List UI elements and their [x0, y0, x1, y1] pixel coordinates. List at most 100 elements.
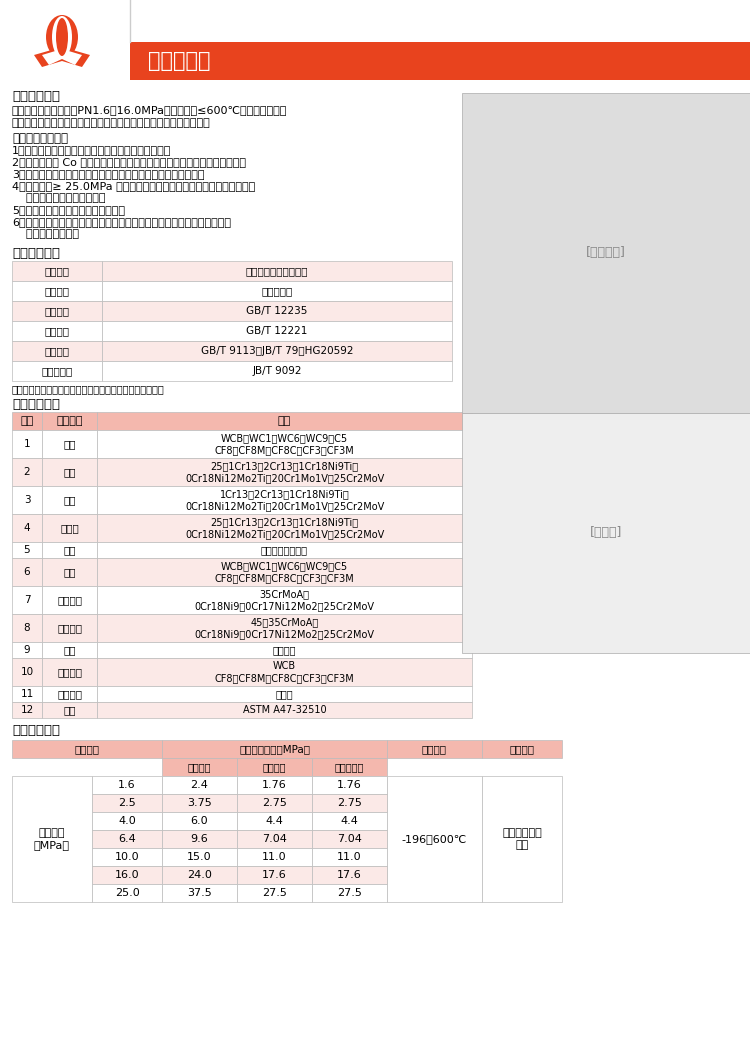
Text: 5: 5 — [24, 545, 30, 555]
Bar — [92, 884, 162, 902]
Bar — [12, 321, 102, 341]
Text: 1: 1 — [24, 439, 30, 448]
Bar — [42, 430, 97, 458]
Text: 阀盖: 阀盖 — [63, 567, 76, 577]
Text: 试验和检验: 试验和检验 — [41, 366, 73, 375]
Text: 6、零件材质及法兰、对焊端尺寸可根据实际工况或用户要求合理选配，满: 6、零件材质及法兰、对焊端尺寸可根据实际工况或用户要求合理选配，满 — [12, 217, 231, 227]
Bar — [237, 830, 312, 848]
Bar — [92, 776, 162, 794]
Bar — [387, 776, 482, 902]
Text: 7: 7 — [24, 595, 30, 605]
Text: 45、35CrMoA、
0Cr18Ni9、0Cr17Ni12Mo2、25Cr2MoV: 45、35CrMoA、 0Cr18Ni9、0Cr17Ni12Mo2、25Cr2M… — [194, 617, 374, 638]
Bar — [12, 702, 42, 718]
Text: 填料: 填料 — [63, 645, 76, 655]
Bar — [97, 514, 472, 542]
Text: 其主要结构特点：: 其主要结构特点： — [12, 132, 68, 145]
Bar — [237, 776, 312, 794]
Text: 8: 8 — [24, 623, 30, 633]
Text: 9: 9 — [24, 645, 30, 655]
Text: 17.6: 17.6 — [262, 870, 286, 880]
Text: 10: 10 — [20, 668, 34, 677]
Text: 25.0: 25.0 — [115, 888, 140, 898]
Bar — [312, 848, 387, 866]
Bar — [42, 486, 97, 514]
Text: 1.76: 1.76 — [262, 780, 286, 790]
Text: 3: 3 — [24, 495, 30, 505]
Text: 产品采用标准: 产品采用标准 — [12, 247, 60, 260]
Bar — [42, 586, 97, 614]
Text: 4、公称压力≥ 25.0MPa 中腔采用自紧密封式结构，密封性能随压力升高: 4、公称压力≥ 25.0MPa 中腔采用自紧密封式结构，密封性能随压力升高 — [12, 181, 255, 191]
Bar — [97, 542, 472, 558]
Bar — [312, 776, 387, 794]
Text: 3、阀杆经调质及表面氮化处理，有良好的抗腐蚀性及抗擦伤性。: 3、阀杆经调质及表面氮化处理，有良好的抗腐蚀性及抗擦伤性。 — [12, 169, 205, 179]
Bar — [12, 739, 162, 758]
Text: 阀体: 阀体 — [63, 439, 76, 448]
Text: 栓楼阀盖明杆支架结构: 栓楼阀盖明杆支架结构 — [246, 266, 308, 276]
Bar — [42, 542, 97, 558]
Text: 足各种工程需要。: 足各种工程需要。 — [12, 229, 79, 239]
Bar — [12, 658, 42, 686]
Bar — [42, 614, 97, 642]
Text: 截止阀适用于公称压力PN1.6～16.0MPa，工作温度≤600℃的石油、化工、: 截止阀适用于公称压力PN1.6～16.0MPa，工作温度≤600℃的石油、化工、 — [12, 105, 287, 115]
Bar — [312, 866, 387, 884]
Bar — [12, 642, 42, 658]
Bar — [162, 812, 237, 830]
Bar — [12, 686, 42, 702]
Bar — [12, 776, 92, 902]
Bar — [12, 458, 42, 486]
Text: ASTM A47-32510: ASTM A47-32510 — [243, 705, 326, 715]
Text: 而增强，保证了密封性能。: 而增强，保证了密封性能。 — [12, 193, 106, 203]
Text: 产品结构特点: 产品结构特点 — [12, 90, 60, 103]
Text: 连接法兰: 连接法兰 — [44, 346, 70, 356]
Bar — [12, 261, 102, 281]
Text: 产品性能规范: 产品性能规范 — [12, 724, 60, 737]
Bar — [237, 866, 312, 884]
Polygon shape — [42, 49, 82, 65]
Bar — [97, 702, 472, 718]
Text: 常温试验压力（MPa）: 常温试验压力（MPa） — [239, 744, 310, 754]
Bar — [12, 430, 42, 458]
Text: 27.5: 27.5 — [337, 888, 362, 898]
Text: 11.0: 11.0 — [262, 852, 286, 862]
Bar — [482, 739, 562, 758]
Text: 12: 12 — [20, 705, 34, 715]
Text: 壳体试验: 壳体试验 — [188, 762, 211, 772]
Text: 27.5: 27.5 — [262, 888, 287, 898]
Text: 填料压盖: 填料压盖 — [57, 668, 82, 677]
Text: GB/T 9113、JB/T 79、HG20592: GB/T 9113、JB/T 79、HG20592 — [201, 346, 353, 356]
Bar — [12, 514, 42, 542]
Bar — [12, 558, 42, 586]
Bar — [312, 812, 387, 830]
Text: 柔性石墨＋不锈钢: 柔性石墨＋不锈钢 — [261, 545, 308, 555]
Bar — [42, 458, 97, 486]
Bar — [130, 42, 750, 80]
Text: 密封试验: 密封试验 — [262, 762, 286, 772]
Bar — [237, 812, 312, 830]
Text: 1.76: 1.76 — [338, 780, 362, 790]
Text: 25、1Cr13、2Cr13、1Cr18Ni9Ti、
0Cr18Ni12Mo2Ti、20Cr1Mo1V、25Cr2MoV: 25、1Cr13、2Cr13、1Cr18Ni9Ti、 0Cr18Ni12Mo2T… — [184, 517, 384, 539]
Text: 4.4: 4.4 — [340, 816, 358, 826]
Text: 法兰截止阀: 法兰截止阀 — [148, 51, 211, 71]
Bar — [92, 866, 162, 884]
Text: 序号: 序号 — [20, 416, 34, 426]
Bar — [312, 758, 387, 776]
Text: JB/T 9092: JB/T 9092 — [252, 366, 302, 375]
Bar — [102, 301, 452, 321]
Bar — [462, 413, 750, 653]
Bar — [97, 430, 472, 458]
Text: 1、产品结构合理、密封可靠、性能优良、造型美观。: 1、产品结构合理、密封可靠、性能优良、造型美观。 — [12, 145, 171, 155]
Text: 16.0: 16.0 — [115, 870, 140, 880]
Text: 6: 6 — [24, 567, 30, 577]
Text: 阀杆螺母: 阀杆螺母 — [57, 689, 82, 699]
Bar — [12, 301, 102, 321]
Text: 手轮: 手轮 — [63, 705, 76, 715]
Bar — [12, 542, 42, 558]
Text: 5、阀门设有倒密封结构，密封可靠。: 5、阀门设有倒密封结构，密封可靠。 — [12, 205, 125, 215]
Text: 24.0: 24.0 — [187, 870, 212, 880]
Bar — [97, 614, 472, 642]
Bar — [97, 412, 472, 430]
Bar — [102, 341, 452, 361]
Bar — [12, 586, 42, 614]
Text: WCB
CF8、CF8M、CF8C、CF3、CF3M: WCB CF8、CF8M、CF8C、CF3、CF3M — [214, 661, 354, 683]
Text: 2: 2 — [24, 467, 30, 477]
